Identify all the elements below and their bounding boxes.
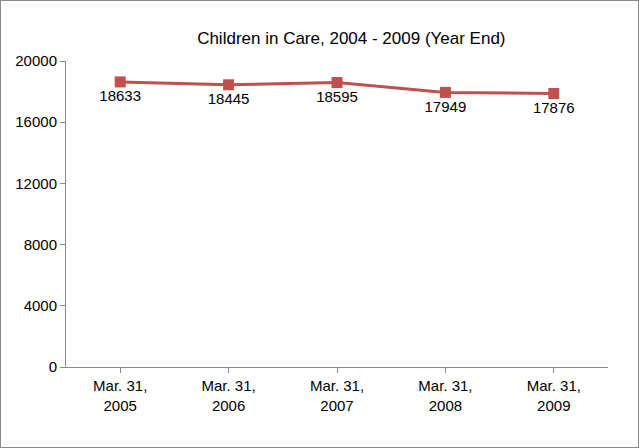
svg-text:Mar. 31,2005: Mar. 31,2005	[93, 377, 147, 414]
svg-text:17949: 17949	[425, 98, 467, 115]
svg-text:18445: 18445	[208, 90, 250, 107]
svg-text:20000: 20000	[15, 52, 57, 69]
svg-text:17876: 17876	[533, 99, 575, 116]
svg-text:Mar. 31,2009: Mar. 31,2009	[527, 377, 581, 414]
svg-text:12000: 12000	[15, 175, 57, 192]
svg-text:18633: 18633	[99, 87, 141, 104]
svg-text:Mar. 31,2008: Mar. 31,2008	[418, 377, 472, 414]
svg-text:4000: 4000	[24, 297, 57, 314]
svg-text:8000: 8000	[24, 236, 57, 253]
svg-text:18595: 18595	[316, 88, 358, 105]
svg-text:0: 0	[49, 358, 57, 375]
svg-text:Mar. 31,2006: Mar. 31,2006	[201, 377, 255, 414]
svg-text:16000: 16000	[15, 113, 57, 130]
svg-text:Children in Care, 2004 - 2009: Children in Care, 2004 - 2009 (Year End)	[197, 29, 505, 48]
svg-text:Mar. 31,2007: Mar. 31,2007	[310, 377, 364, 414]
